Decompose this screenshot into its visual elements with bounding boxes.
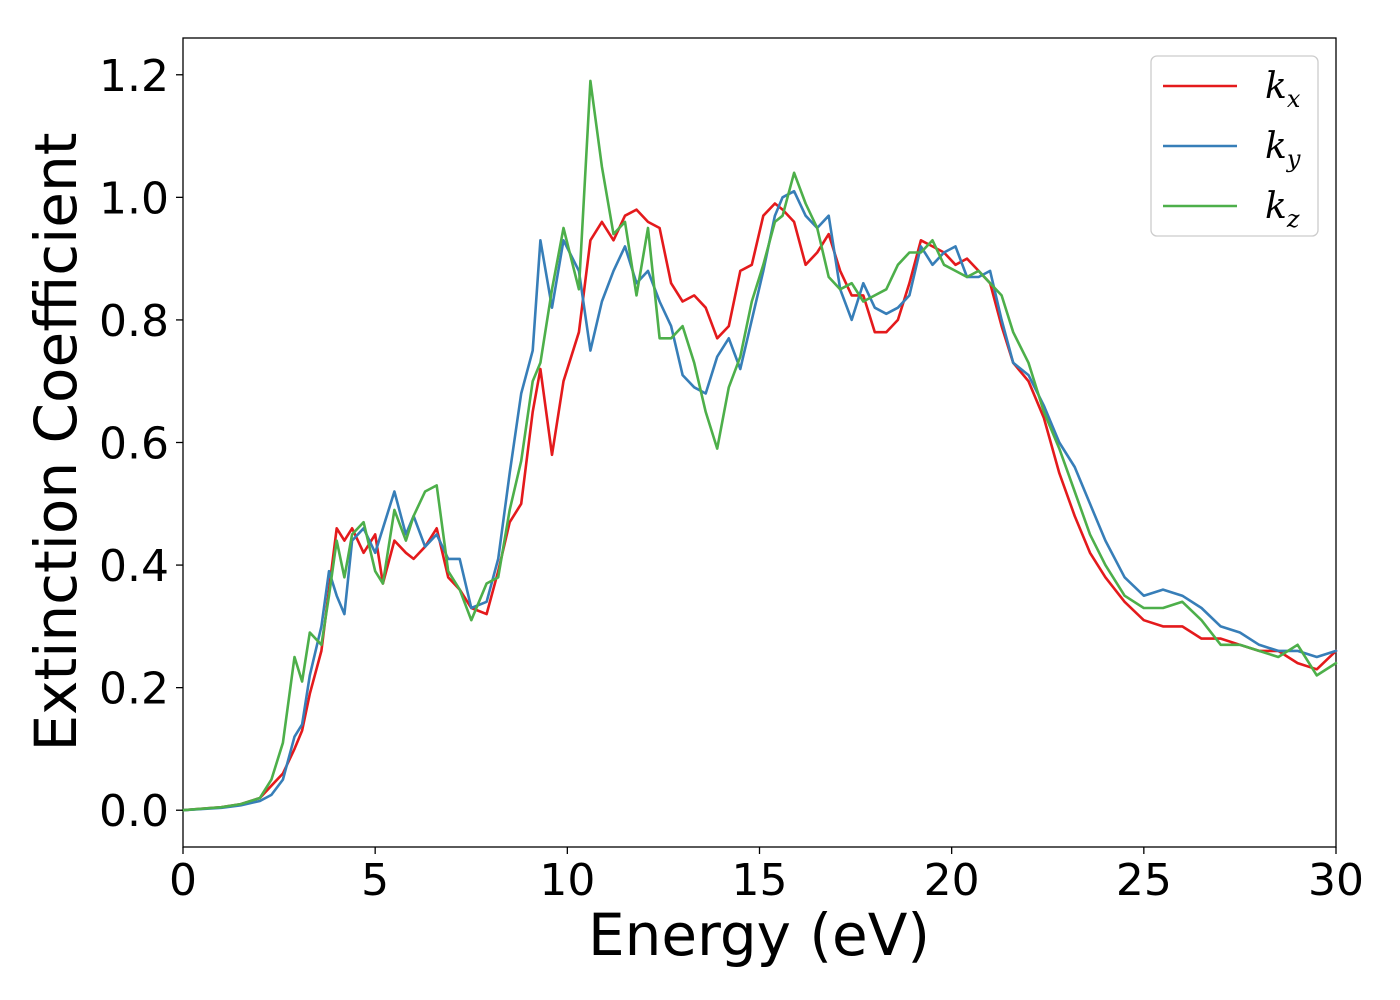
- x-tick-label: 0: [169, 855, 197, 906]
- series-line-kx: [181, 202, 1338, 812]
- legend-label-sub: x: [1287, 85, 1301, 113]
- legend-label-main: k: [1265, 126, 1287, 167]
- legend-label-kz: kz: [1265, 186, 1300, 233]
- legend-label-main: k: [1265, 66, 1287, 107]
- series-line-kz: [181, 79, 1338, 812]
- x-tick-label: 30: [1308, 855, 1364, 906]
- x-tick-label: 25: [1116, 855, 1172, 906]
- x-tick-label: 5: [361, 855, 389, 906]
- y-tick-label: 1.2: [99, 51, 169, 102]
- x-tick-label: 15: [732, 855, 788, 906]
- x-tick-label: 20: [924, 855, 980, 906]
- legend-label-kx: kx: [1265, 66, 1301, 113]
- legend-label-main: k: [1265, 186, 1287, 227]
- y-tick-label: 0.8: [99, 296, 169, 347]
- y-tick-label: 0.6: [99, 419, 169, 470]
- legend-label-sub: z: [1286, 205, 1300, 233]
- x-axis-title: Energy (eV): [588, 901, 930, 969]
- legend-label-ky: ky: [1265, 126, 1301, 173]
- y-axis-title: Extinction Coefficient: [22, 133, 90, 752]
- y-tick-label: 0.4: [99, 541, 169, 592]
- y-tick-label: 0.0: [99, 786, 169, 837]
- legend-label-sub: y: [1286, 145, 1301, 173]
- series-layer: [181, 79, 1338, 812]
- y-tick-label: 1.0: [99, 173, 169, 224]
- series-line-ky: [181, 189, 1338, 812]
- y-axis: 0.0 0.2 0.4 0.6 0.8 1.0 1.2: [99, 51, 183, 837]
- x-tick-label: 10: [539, 855, 595, 906]
- x-axis: 0 5 10 15 20 25 30: [169, 847, 1364, 906]
- y-tick-label: 0.2: [99, 664, 169, 715]
